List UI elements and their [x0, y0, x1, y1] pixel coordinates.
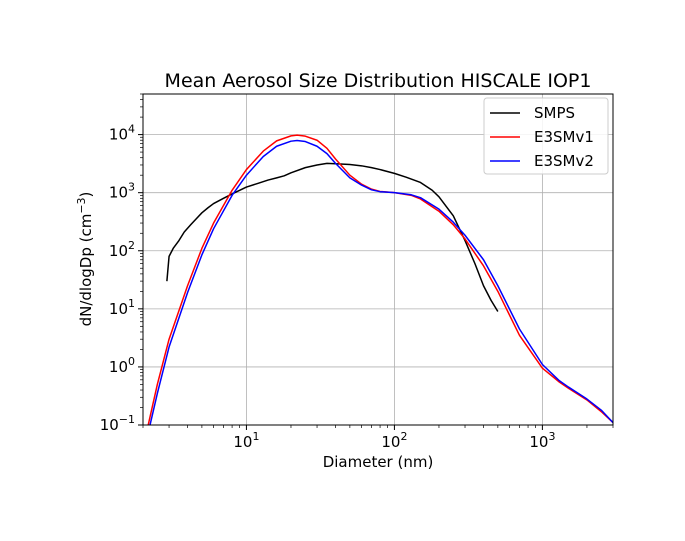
x-axis-ticks: 101 102 103 [233, 425, 555, 451]
legend: SMPS E3SMv1 E3SMv2 [484, 98, 608, 174]
y-tick-label: 100 [109, 355, 135, 376]
series-line-smps [167, 163, 498, 311]
y-tick-label: 101 [109, 297, 135, 318]
y-tick-label: 103 [109, 181, 135, 202]
y-tick-label: 104 [109, 123, 135, 144]
legend-label-e3smv1: E3SMv1 [534, 128, 594, 146]
x-tick-label: 103 [529, 430, 555, 451]
legend-label-e3smv2: E3SMv2 [534, 152, 594, 170]
x-tick-label: 101 [233, 430, 259, 451]
legend-label-smps: SMPS [534, 104, 575, 122]
y-tick-label: 102 [109, 239, 135, 260]
chart-title: Mean Aerosol Size Distribution HISCALE I… [165, 70, 592, 92]
x-axis-label: Diameter (nm) [323, 453, 434, 471]
y-tick-label: 10−1 [100, 413, 135, 434]
y-axis-label: dN/dlogDp (cm−3) [75, 192, 95, 327]
x-tick-label: 102 [381, 430, 407, 451]
y-axis-ticks: 10−1 100 101 102 103 104 [100, 123, 143, 434]
